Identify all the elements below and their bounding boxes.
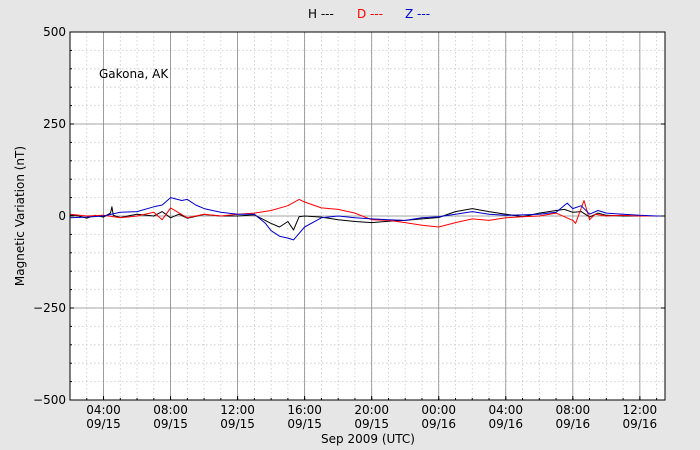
- x-tick-time-label: 20:00: [354, 403, 389, 417]
- y-tick-label: 500: [43, 25, 66, 39]
- x-tick-date-label: 09/15: [153, 417, 188, 431]
- x-tick-time-label: 08:00: [556, 403, 591, 417]
- x-tick-time-label: 00:00: [421, 403, 456, 417]
- legend: H --- D --- Z ---: [308, 7, 430, 21]
- x-tick-date-label: 09/15: [220, 417, 255, 431]
- series-line-D: [69, 198, 665, 228]
- x-tick-time-label: 04:00: [86, 403, 121, 417]
- x-tick-time-label: 12:00: [623, 403, 658, 417]
- x-tick-time-label: 08:00: [153, 403, 188, 417]
- legend-item: D ---: [357, 7, 383, 21]
- y-axis-title: Magnetic Variation (nT): [13, 146, 27, 286]
- y-tick-label: 0: [58, 209, 66, 223]
- station-label: Gakona, AK: [99, 67, 169, 81]
- series-line-H: [69, 206, 665, 231]
- legend-item: Z ---: [405, 7, 430, 21]
- y-tick-label: −250: [33, 301, 66, 315]
- y-axis: 500 250 0 −250 −500: [33, 25, 665, 407]
- x-tick-date-label: 09/16: [556, 417, 591, 431]
- y-tick-label: 250: [43, 117, 66, 131]
- series-layer: [69, 197, 665, 241]
- x-tick-time-label: 16:00: [287, 403, 322, 417]
- x-tick-date-label: 09/16: [421, 417, 456, 431]
- x-tick-date-label: 09/16: [623, 417, 658, 431]
- x-tick-time-label: 12:00: [220, 403, 255, 417]
- x-tick-date-label: 09/16: [488, 417, 523, 431]
- x-tick-date-label: 09/15: [86, 417, 121, 431]
- x-tick-date-label: 09/15: [354, 417, 389, 431]
- series-line-Z: [69, 197, 665, 241]
- legend-item: H ---: [308, 7, 334, 21]
- x-tick-date-label: 09/15: [287, 417, 322, 431]
- y-tick-label: −500: [33, 393, 66, 407]
- x-axis-title: Sep 2009 (UTC): [321, 432, 415, 446]
- x-axis: 04:0009/1508:0009/1512:0009/1516:0009/15…: [69, 396, 658, 431]
- x-tick-time-label: 04:00: [488, 403, 523, 417]
